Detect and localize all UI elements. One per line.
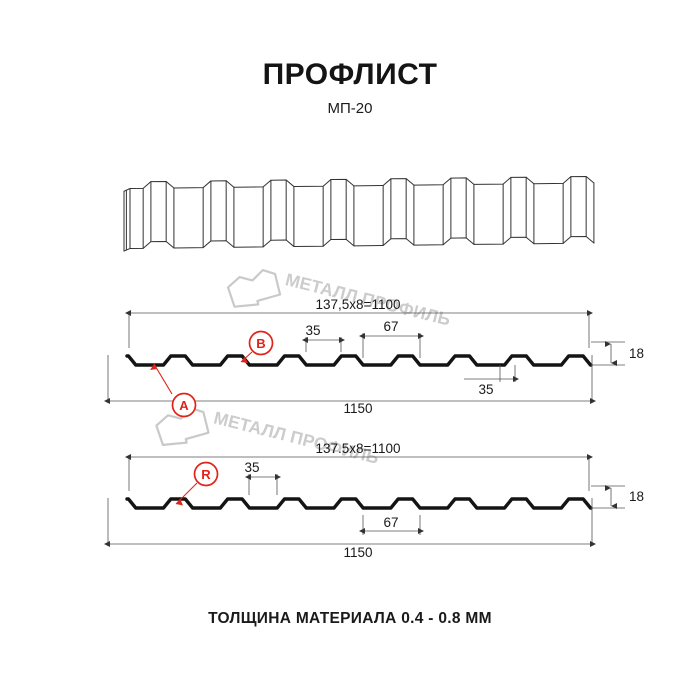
svg-text:ПРОФЛИСТ: ПРОФЛИСТ bbox=[263, 58, 438, 91]
svg-text:A: A bbox=[179, 398, 189, 413]
svg-text:137,5x8=1100: 137,5x8=1100 bbox=[316, 297, 401, 312]
svg-text:35: 35 bbox=[478, 382, 493, 397]
svg-text:1150: 1150 bbox=[343, 545, 372, 560]
svg-text:35: 35 bbox=[305, 323, 320, 338]
svg-text:18: 18 bbox=[629, 489, 644, 504]
svg-text:ТОЛЩИНА МАТЕРИАЛА 0.4 - 0.8 ММ: ТОЛЩИНА МАТЕРИАЛА 0.4 - 0.8 ММ bbox=[208, 610, 492, 627]
svg-text:МП-20: МП-20 bbox=[328, 100, 373, 117]
svg-text:МЕТАЛЛ ПРОФИЛЬ: МЕТАЛЛ ПРОФИЛЬ bbox=[212, 407, 381, 467]
svg-text:R: R bbox=[201, 467, 211, 482]
svg-text:1150: 1150 bbox=[343, 401, 372, 416]
svg-text:18: 18 bbox=[629, 346, 644, 361]
svg-text:137.5x8=1100: 137.5x8=1100 bbox=[316, 441, 401, 456]
svg-text:35: 35 bbox=[244, 460, 259, 475]
svg-text:B: B bbox=[256, 336, 265, 351]
svg-text:67: 67 bbox=[383, 515, 398, 530]
svg-text:67: 67 bbox=[383, 319, 398, 334]
